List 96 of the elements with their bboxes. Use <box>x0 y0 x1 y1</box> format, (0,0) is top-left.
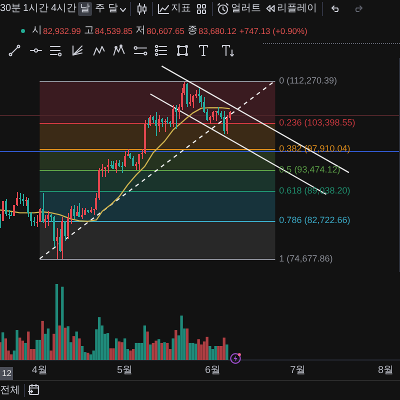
bar <box>214 346 217 360</box>
bar <box>163 342 166 360</box>
bar <box>16 330 18 360</box>
bar <box>226 344 228 360</box>
text: 82,932.99 <box>43 26 81 36</box>
bar <box>192 342 194 360</box>
bar <box>75 332 78 360</box>
text: 30분 <box>0 3 22 14</box>
candlestick <box>215 111 217 121</box>
bar <box>21 340 24 360</box>
bar <box>188 342 192 360</box>
bar <box>18 338 22 360</box>
bar <box>172 338 174 360</box>
bar <box>27 332 30 360</box>
text: 종 <box>187 25 198 36</box>
bar <box>2 332 4 360</box>
bar <box>52 334 56 360</box>
bar <box>211 349 214 360</box>
bar <box>222 338 226 360</box>
bar <box>120 342 124 360</box>
candlestick <box>19 193 21 204</box>
bar <box>166 342 169 360</box>
ref-line-label: 0.236 (103,398.55) <box>279 117 356 128</box>
bar <box>154 340 158 360</box>
bar <box>152 342 155 360</box>
bar <box>132 349 135 360</box>
text: 4시간 <box>51 3 77 14</box>
text: 얼러트 <box>231 3 261 14</box>
bar <box>138 342 140 360</box>
bar <box>129 350 132 360</box>
bar <box>4 338 8 360</box>
x-tick-label: 6월 <box>204 364 221 376</box>
bar <box>197 339 200 360</box>
bar <box>149 344 152 360</box>
candlestick <box>147 118 149 128</box>
text: 80,607.65 <box>146 26 184 36</box>
bar <box>186 328 189 360</box>
bar <box>194 344 198 360</box>
x-tick-label: 7월 <box>290 364 306 376</box>
bar <box>118 341 120 360</box>
text: 83,680.12 <box>198 26 236 36</box>
bar <box>146 332 149 360</box>
bar <box>46 328 50 360</box>
bar <box>180 316 183 360</box>
text: 달 <box>108 3 118 14</box>
bar <box>174 330 178 360</box>
text: 리플레이 <box>277 3 317 14</box>
bar <box>202 341 206 360</box>
bar <box>112 348 115 360</box>
text: 12 <box>0 367 14 380</box>
text: 날 <box>78 2 92 16</box>
ref-line-label: 0 (112,270.39) <box>279 75 338 86</box>
bar <box>64 328 67 360</box>
bar <box>123 338 126 360</box>
bar <box>36 340 38 360</box>
x-tick-label: 4월 <box>32 364 48 376</box>
bar <box>66 326 70 360</box>
bar <box>143 325 146 360</box>
text: 시 <box>32 25 42 36</box>
bar <box>32 349 36 360</box>
text: 84,539.85 <box>94 26 133 36</box>
text: +747.13 (+0.90%) <box>239 26 308 36</box>
x-tick-label: 8월 <box>378 364 394 376</box>
bar <box>78 338 81 360</box>
bar <box>134 342 138 360</box>
bar <box>98 317 101 360</box>
bar <box>86 352 90 360</box>
bar <box>41 320 44 360</box>
bar <box>10 354 13 360</box>
bar <box>58 325 61 360</box>
text: 1시간 <box>23 3 49 14</box>
bar <box>106 333 110 360</box>
bar <box>89 354 92 360</box>
text: 전체 <box>0 385 20 396</box>
candlestick <box>164 119 166 132</box>
ref-line-label: 1 (74,677.86) <box>279 253 333 264</box>
bar <box>217 346 220 360</box>
bar <box>206 336 208 360</box>
bar <box>72 336 76 360</box>
x-tick-label: 5월 <box>117 364 133 376</box>
bar <box>158 339 160 360</box>
ref-line-label: 0.786 (82,722.66) <box>279 215 350 226</box>
text: 주 <box>95 3 105 14</box>
bar <box>80 346 84 360</box>
bar <box>61 286 64 360</box>
bar <box>109 348 112 360</box>
bar <box>114 338 118 360</box>
bar <box>208 346 212 360</box>
bar <box>24 342 27 360</box>
text: 고 <box>84 25 94 36</box>
text: 저 <box>136 25 146 36</box>
bar <box>55 284 58 360</box>
candlestick <box>121 162 123 173</box>
bar <box>38 340 42 360</box>
text: 지표 <box>171 3 191 14</box>
bar <box>160 342 164 360</box>
